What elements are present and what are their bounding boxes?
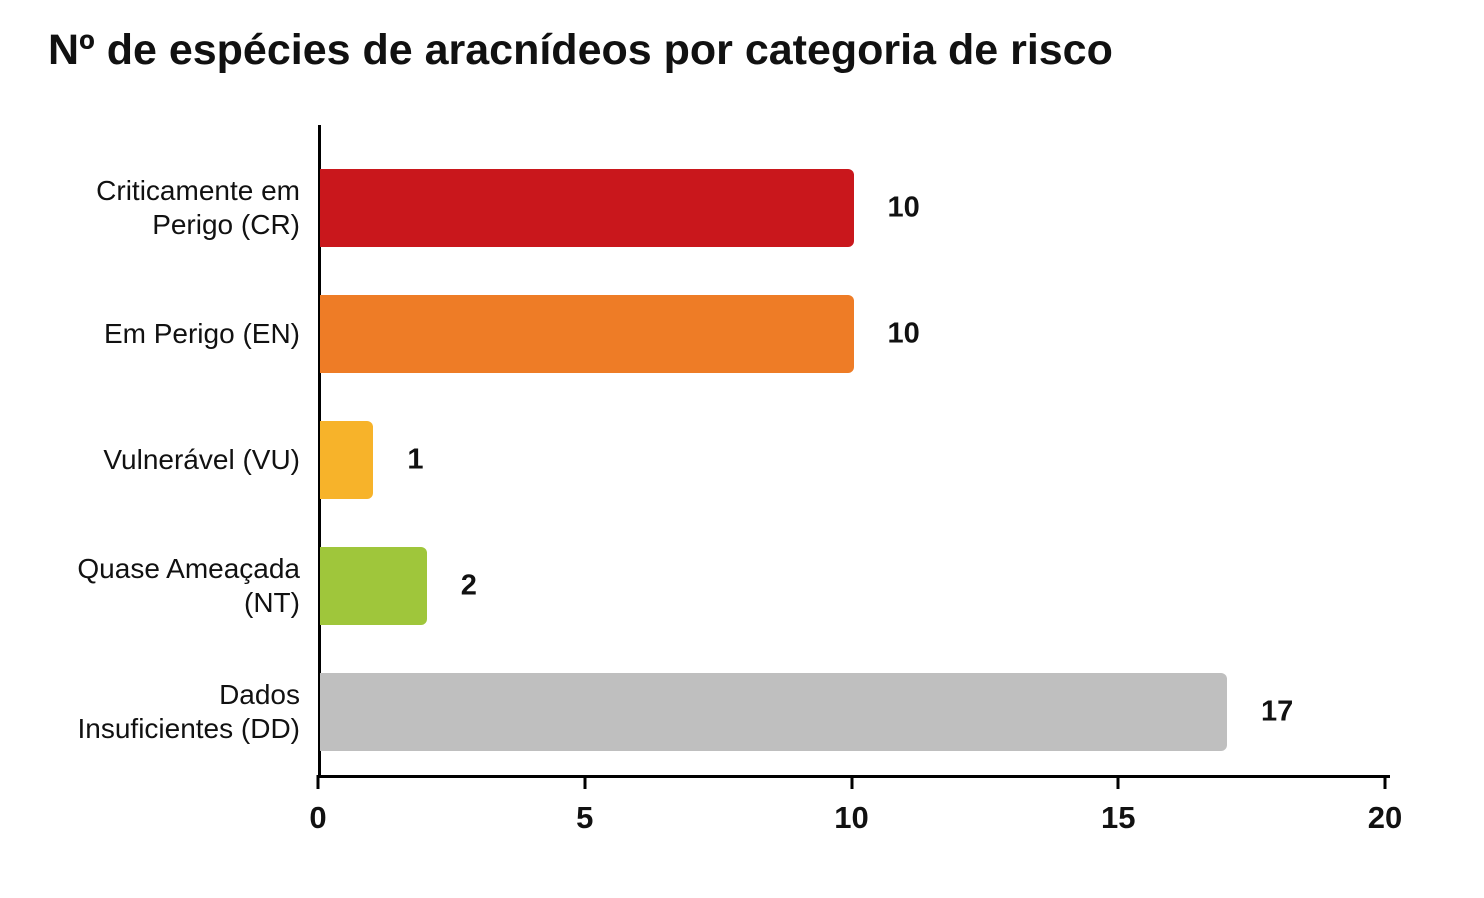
value-label: 10	[887, 191, 920, 224]
x-tick-label: 15	[1101, 800, 1136, 835]
x-axis-line	[318, 775, 1390, 778]
x-tick-mark	[1116, 775, 1120, 789]
y-axis-line	[318, 125, 321, 778]
bar	[320, 547, 427, 625]
x-tick-mark	[1383, 775, 1387, 789]
x-tick-mark	[850, 775, 853, 789]
category-label: Criticamente em Perigo (CR)	[96, 175, 300, 240]
x-tick-label: 5	[576, 800, 594, 835]
category-label: Dados Insuficientes (DD)	[77, 679, 300, 744]
x-tick-label: 10	[834, 800, 869, 835]
category-label: Em Perigo (EN)	[103, 318, 300, 349]
value-label: 17	[1260, 695, 1294, 728]
bar	[320, 421, 374, 499]
category-label: Vulnerável (VU)	[103, 444, 300, 475]
bar	[320, 169, 854, 247]
bar	[320, 295, 854, 373]
x-tick-mark	[583, 775, 587, 789]
x-tick-mark	[316, 775, 320, 789]
chart-title: Nº de espécies de aracnídeos por categor…	[48, 26, 1113, 74]
value-label: 2	[460, 569, 477, 602]
value-label: 1	[407, 443, 424, 476]
category-label: Quase Ameaçada (NT)	[77, 553, 300, 618]
bar	[320, 673, 1227, 751]
x-tick-label: 0	[309, 800, 327, 835]
value-label: 10	[887, 317, 920, 350]
x-tick-label: 20	[1367, 800, 1403, 835]
